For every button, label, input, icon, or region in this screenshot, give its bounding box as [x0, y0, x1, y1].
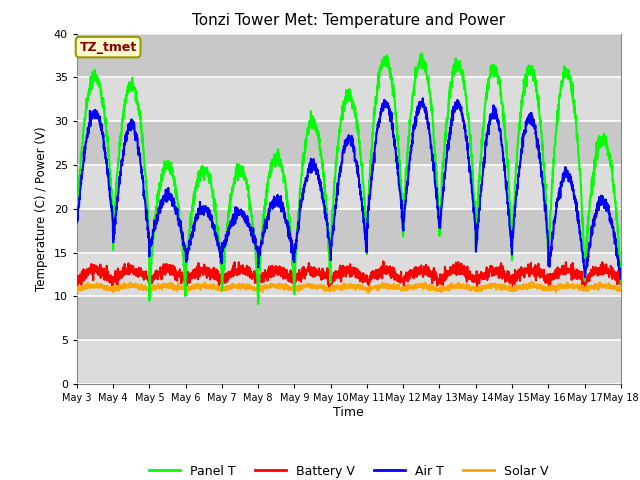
- Bar: [77, 121, 621, 165]
- Y-axis label: Temperature (C) / Power (V): Temperature (C) / Power (V): [35, 127, 48, 291]
- X-axis label: Time: Time: [333, 406, 364, 419]
- Bar: [77, 165, 621, 209]
- Bar: [77, 77, 621, 121]
- Bar: [77, 252, 621, 296]
- Text: TZ_tmet: TZ_tmet: [79, 41, 137, 54]
- Bar: [77, 209, 621, 252]
- Title: Tonzi Tower Met: Temperature and Power: Tonzi Tower Met: Temperature and Power: [192, 13, 506, 28]
- Bar: [77, 34, 621, 77]
- Bar: [77, 296, 621, 340]
- Bar: [77, 340, 621, 384]
- Legend: Panel T, Battery V, Air T, Solar V: Panel T, Battery V, Air T, Solar V: [144, 460, 554, 480]
